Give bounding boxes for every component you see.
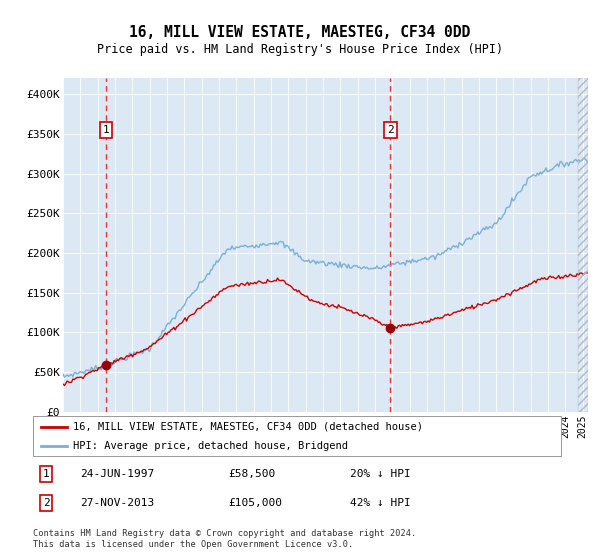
Text: 27-NOV-2013: 27-NOV-2013 [80,498,155,508]
Text: 20% ↓ HPI: 20% ↓ HPI [350,469,410,479]
Text: £105,000: £105,000 [229,498,283,508]
Text: 42% ↓ HPI: 42% ↓ HPI [350,498,410,508]
Text: £58,500: £58,500 [229,469,275,479]
Text: 1: 1 [103,125,109,135]
Text: 2: 2 [387,125,394,135]
Text: 24-JUN-1997: 24-JUN-1997 [80,469,155,479]
Text: 1: 1 [43,469,50,479]
Text: 2: 2 [43,498,50,508]
Text: HPI: Average price, detached house, Bridgend: HPI: Average price, detached house, Brid… [73,441,347,451]
Text: Contains HM Land Registry data © Crown copyright and database right 2024.
This d: Contains HM Land Registry data © Crown c… [33,529,416,549]
Text: 16, MILL VIEW ESTATE, MAESTEG, CF34 0DD: 16, MILL VIEW ESTATE, MAESTEG, CF34 0DD [130,25,470,40]
Text: Price paid vs. HM Land Registry's House Price Index (HPI): Price paid vs. HM Land Registry's House … [97,43,503,56]
Text: 16, MILL VIEW ESTATE, MAESTEG, CF34 0DD (detached house): 16, MILL VIEW ESTATE, MAESTEG, CF34 0DD … [73,422,422,432]
